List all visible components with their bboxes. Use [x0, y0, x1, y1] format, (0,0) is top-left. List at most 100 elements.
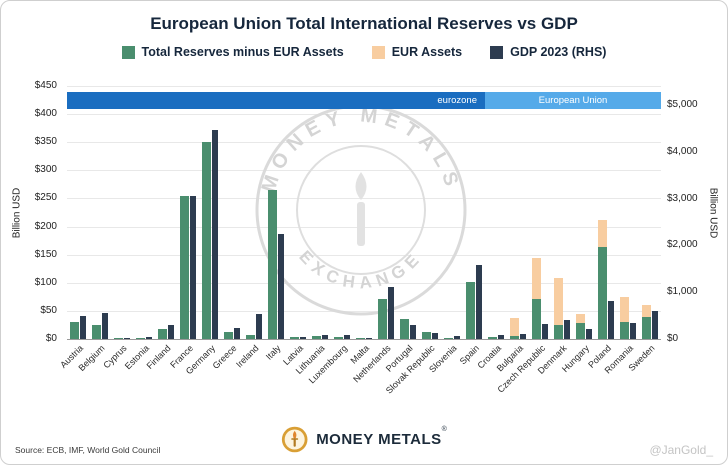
bar-group-belgium	[89, 86, 111, 339]
gdp-bar	[498, 335, 504, 339]
gdp-bar	[520, 334, 526, 339]
left-axis-tick: $200	[34, 220, 57, 232]
left-axis-tick: $250	[34, 192, 57, 204]
reserves-stacked-bar	[224, 331, 233, 339]
legend-label-gdp: GDP 2023 (RHS)	[510, 45, 607, 59]
gdp-bar	[564, 320, 570, 339]
left-axis-tick: $400	[34, 108, 57, 120]
reserves-segment	[202, 142, 211, 339]
eur-assets-segment	[576, 313, 585, 324]
reserves-segment	[246, 334, 255, 339]
gdp-bar	[652, 311, 658, 339]
gridline	[67, 114, 661, 116]
reserves-segment	[356, 338, 365, 339]
reserves-stacked-bar	[554, 277, 563, 339]
eurozone-band: eurozone	[67, 92, 485, 109]
gridline	[67, 339, 661, 340]
reserves-stacked-bar	[576, 313, 585, 339]
gdp-bar	[476, 265, 482, 339]
bar-group-netherlands	[375, 86, 397, 339]
gridline	[67, 86, 661, 87]
brand-name: MONEY METALS	[316, 430, 442, 448]
reserves-segment	[598, 247, 607, 339]
bar-group-malta	[353, 86, 375, 339]
bar-group-austria	[67, 86, 89, 339]
source-note: Source: ECB, IMF, World Gold Council	[15, 445, 161, 455]
reserves-stacked-bar	[620, 296, 629, 339]
reserves-stacked-bar	[114, 338, 123, 339]
eur-assets-segment	[510, 317, 519, 337]
gdp-bar	[322, 335, 328, 339]
bar-group-poland	[595, 86, 617, 339]
watermark-flame-icon	[355, 172, 367, 200]
gdp-bar	[608, 301, 614, 339]
eur-assets-segment	[642, 305, 651, 317]
bar-group-ireland	[243, 86, 265, 339]
bar-group-greece	[221, 86, 243, 339]
reserves-stacked-bar	[466, 281, 475, 339]
reserves-stacked-bar	[158, 329, 167, 339]
bar-group-hungary	[573, 86, 595, 339]
european-union-label: European Union	[538, 95, 608, 106]
bar-group-germany	[199, 86, 221, 339]
gridline	[67, 310, 661, 312]
reserves-segment	[620, 322, 629, 339]
reserves-segment	[576, 323, 585, 339]
reserves-segment	[532, 298, 541, 339]
left-axis-tick: $150	[34, 248, 57, 260]
gridline	[67, 254, 661, 256]
reserves-stacked-bar	[202, 142, 211, 339]
right-axis-tick: $0	[667, 333, 679, 344]
reserves-stacked-bar	[400, 319, 409, 339]
reserves-stacked-bar	[334, 337, 343, 339]
gdp-bar	[366, 338, 372, 339]
left-axis-tick: $300	[34, 164, 57, 176]
reserves-stacked-bar	[422, 332, 431, 339]
eur-assets-segment	[554, 277, 563, 325]
reserves-segment	[290, 337, 299, 339]
x-axis-label: Ireland	[234, 343, 262, 370]
right-axis-title: Billion USD	[707, 187, 719, 239]
legend-item-gdp: GDP 2023 (RHS)	[490, 45, 606, 59]
reserves-segment	[642, 316, 651, 339]
reserves-segment	[224, 331, 233, 339]
bar-group-luxembourg	[331, 86, 353, 339]
bar-group-croatia	[485, 86, 507, 339]
gdp-swatch-icon	[490, 45, 504, 59]
eur-assets-segment	[620, 296, 629, 323]
reserves-segment	[400, 319, 409, 339]
x-axis-label: Finland	[145, 343, 174, 371]
reserves-stacked-bar	[378, 298, 387, 339]
bar-group-slovenia	[441, 86, 463, 339]
gdp-bar	[102, 312, 108, 339]
reserves-segment	[312, 336, 321, 339]
reserves-stacked-bar	[488, 337, 497, 339]
eur-assets-segment	[598, 220, 607, 248]
reserves-segment	[444, 337, 453, 339]
gdp-bar	[410, 325, 416, 339]
reserves-segment	[158, 329, 167, 339]
bar-group-italy	[265, 86, 287, 339]
reserves-segment	[92, 324, 101, 339]
right-axis-tick: $1,000	[667, 286, 698, 298]
gdp-bar	[630, 322, 636, 339]
right-axis-tick: $5,000	[667, 99, 698, 111]
legend-label-eur-assets: EUR Assets	[391, 45, 463, 59]
money-metals-logo-icon	[281, 426, 308, 453]
gdp-bar	[388, 286, 394, 339]
gdp-bar	[432, 332, 438, 339]
watermark-torch-icon	[357, 202, 365, 246]
brand-lockup: MONEY METALS®	[281, 426, 447, 453]
gdp-bar	[124, 337, 130, 339]
european-union-band: European Union	[485, 92, 661, 109]
reserves-stacked-bar	[312, 336, 321, 339]
bar-group-czech-republic	[529, 86, 551, 339]
bar-group-lithuania	[309, 86, 331, 339]
left-axis-tick: $350	[34, 136, 57, 148]
left-axis-tick: $100	[34, 276, 57, 288]
x-axis-labels: Austria Belgium Cyprus Estonia Finland France…	[58, 343, 661, 413]
reserves-segment	[70, 322, 79, 339]
gridline	[67, 282, 661, 284]
gdp-bar	[454, 335, 460, 339]
legend-label-reserves: Total Reserves minus EUR Assets	[141, 45, 344, 59]
